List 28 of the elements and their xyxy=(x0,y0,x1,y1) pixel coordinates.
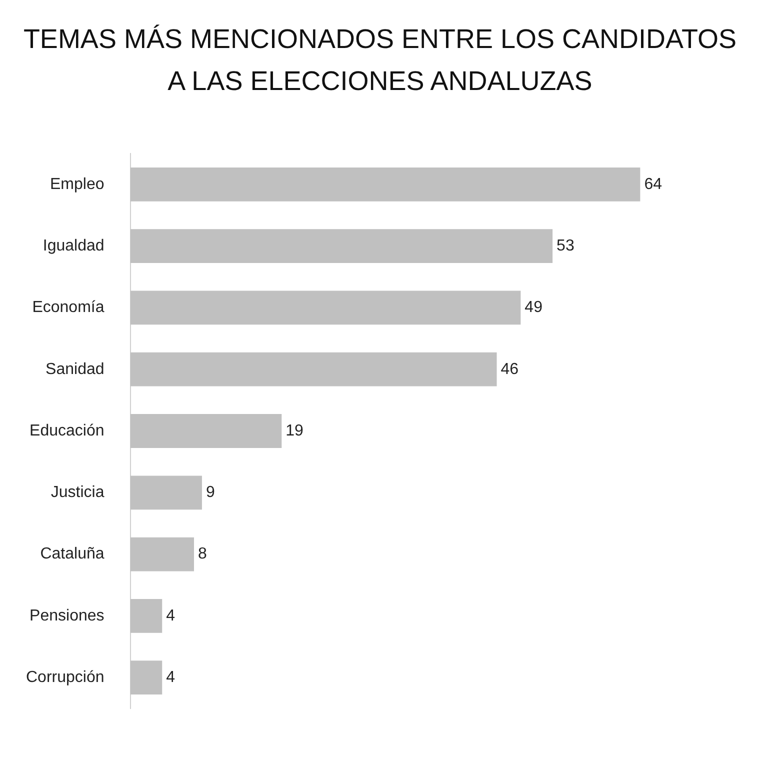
y-tick-label: Igualdad xyxy=(42,237,104,254)
data-label: 4 xyxy=(166,607,176,624)
y-tick-label: Economía xyxy=(32,299,104,316)
bar xyxy=(130,476,202,510)
data-label: 49 xyxy=(524,299,543,316)
bar xyxy=(130,537,194,572)
data-label: 4 xyxy=(166,668,176,686)
bar xyxy=(130,414,282,448)
bar xyxy=(130,352,497,386)
chart-title: TEMAS MÁS MENCIONADOS ENTRE LOS CANDIDATOS A LAS ELECCIONES ANDALUZAS xyxy=(22,23,738,98)
y-tick-label: Corrupción xyxy=(26,668,104,686)
data-label: 8 xyxy=(198,546,207,563)
bar xyxy=(130,229,553,264)
data-label: 46 xyxy=(500,360,519,378)
data-label: 9 xyxy=(206,484,215,502)
y-tick-label: Sanidad xyxy=(46,360,104,378)
y-tick-label: Empleo xyxy=(50,176,104,193)
data-label: 19 xyxy=(286,422,304,440)
y-tick-label: Cataluña xyxy=(40,546,104,563)
data-label: 64 xyxy=(644,176,662,193)
bar xyxy=(130,290,521,325)
y-tick-label: Educación xyxy=(30,422,104,440)
y-tick-label: Justicia xyxy=(50,484,104,502)
bar xyxy=(130,598,162,633)
y-tick-label: Pensiones xyxy=(30,607,104,624)
data-label: 53 xyxy=(556,237,574,254)
bar xyxy=(130,167,640,202)
bar xyxy=(130,660,162,695)
